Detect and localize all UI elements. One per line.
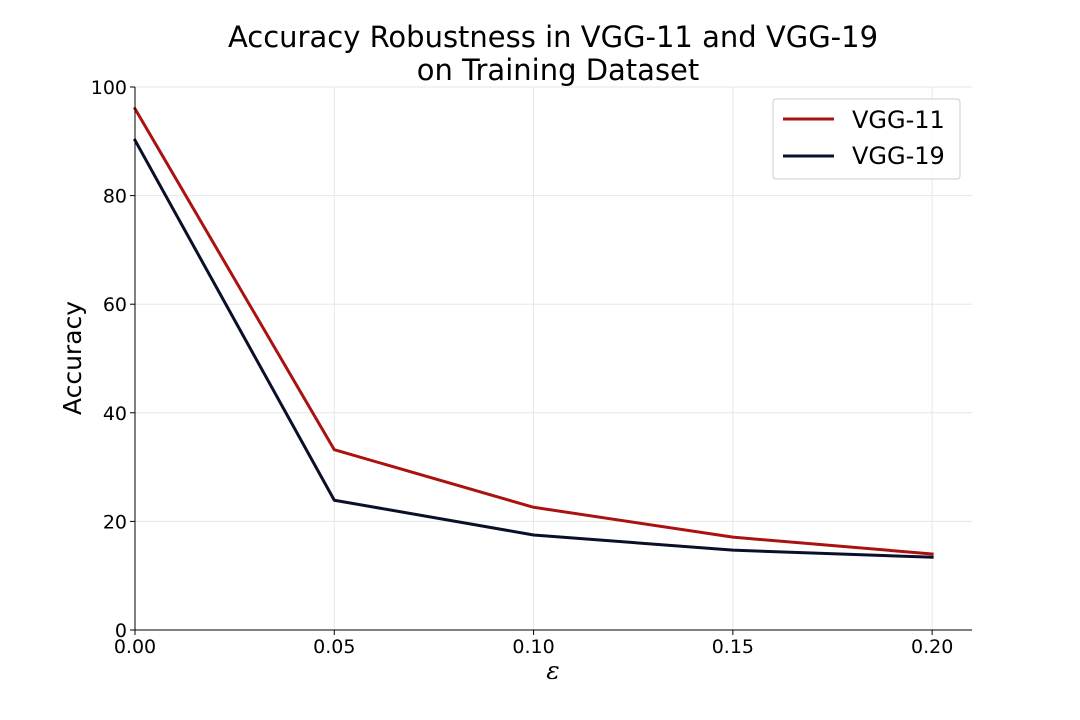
x-tick-label: 0.15 [712, 636, 754, 658]
y-ticks: 0 20 40 60 80 100 [91, 77, 135, 642]
y-tick-label: 40 [103, 403, 127, 425]
series-line-vgg-11 [132, 106, 934, 556]
x-axis-label: ε [546, 656, 559, 685]
legend: VGG-11 VGG-19 [772, 98, 961, 180]
y-tick-label: 20 [103, 511, 127, 533]
legend-label-vgg-11: VGG-11 [852, 106, 945, 134]
series-lines [132, 106, 934, 559]
x-tick-label: 0.05 [313, 636, 355, 658]
chart-title-line-1: Accuracy Robustness in VGG-11 and VGG-19 [228, 20, 878, 54]
y-tick-label: 80 [103, 186, 127, 208]
y-tick-label: 0 [115, 620, 127, 642]
axes [134, 87, 972, 631]
x-ticks: 0.00 0.05 0.10 0.15 0.20 [114, 630, 953, 658]
chart-title-line-2: on Training Dataset [417, 53, 700, 87]
y-axis-label: Accuracy [58, 301, 87, 415]
x-tick-label: 0.10 [512, 636, 554, 658]
y-tick-label: 60 [103, 294, 127, 316]
x-tick-label: 0.20 [911, 636, 953, 658]
y-tick-label: 100 [91, 77, 127, 99]
series-line-vgg-19 [132, 138, 934, 559]
x-tick-label: 0.00 [114, 636, 156, 658]
legend-label-vgg-19: VGG-19 [852, 142, 945, 170]
